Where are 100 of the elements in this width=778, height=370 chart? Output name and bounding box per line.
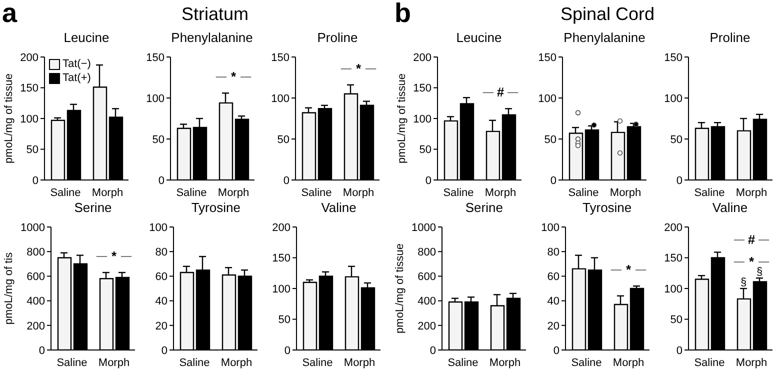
annotation: *	[626, 262, 632, 278]
y-tick-label: 0	[676, 344, 682, 357]
y-tick-label: 80	[546, 246, 560, 259]
x-tick-label: Saline	[442, 186, 474, 199]
x-tick-label: Morph	[217, 186, 249, 199]
y-tick-label: 0	[32, 174, 38, 187]
chart-title: Phenylalanine	[564, 30, 646, 47]
y-axis-title: pmoL/mg of tis	[3, 252, 15, 325]
y-tick-label: 50	[277, 134, 290, 146]
y-tick-label: 100	[412, 113, 431, 126]
y-tick-label: 100	[20, 113, 38, 126]
y-tick-label: 80	[156, 246, 168, 259]
annotation: #	[747, 232, 756, 248]
text: Striatum	[180, 4, 250, 25]
y-tick-label: 0	[430, 344, 436, 357]
y-tick-label: 150	[271, 52, 290, 64]
y-tick-label: 0	[550, 174, 556, 187]
y-tick-label: 100	[271, 92, 290, 105]
y-tick-label: 40	[546, 296, 560, 308]
y-tick-label: 20	[546, 320, 560, 332]
y-tick-label: 50	[418, 144, 431, 156]
y-tick-label: 100	[150, 222, 168, 234]
x-tick-label: Saline	[301, 186, 332, 199]
y-tick-label: 50	[26, 144, 38, 156]
y-tick-label: 200	[412, 52, 431, 64]
x-tick-label: Morph	[610, 186, 642, 199]
y-tick-label: 100	[664, 92, 682, 105]
x-tick-label: Morph	[735, 356, 767, 369]
chart-title: Phenylalanine	[171, 30, 253, 47]
y-tick-label: 400	[418, 296, 436, 308]
y-tick-label: 100	[538, 92, 556, 105]
y-tick-label: 150	[272, 252, 291, 265]
y-tick-label: 50	[670, 314, 682, 326]
x-tick-label: Morph	[221, 356, 252, 369]
y-axis-title: pmoL/mg of tissue	[3, 74, 15, 164]
y-tick-label: 100	[146, 92, 164, 105]
x-tick-label: Saline	[448, 356, 478, 369]
y-tick-label: 0	[38, 344, 45, 357]
chart-title: Proline	[710, 30, 750, 47]
chart-title: Tyrosine	[582, 200, 632, 217]
y-tick-label: 150	[538, 52, 556, 64]
chart-title: Tyrosine	[191, 200, 240, 217]
y-tick-label: 100	[272, 283, 291, 296]
x-tick-label: Saline	[570, 356, 602, 369]
x-tick-label: Morph	[342, 186, 374, 199]
y-tick-label: 200	[20, 52, 38, 64]
y-axis-title: pmoL/mg of tissue	[394, 244, 406, 334]
chart-title: Serine	[74, 200, 112, 217]
x-tick-label: Saline	[50, 186, 81, 199]
chart-title: Leucine	[64, 30, 110, 47]
y-tick-label: 800	[418, 246, 436, 259]
y-tick-label: 200	[26, 320, 45, 332]
y-tick-label: 150	[412, 82, 431, 95]
y-tick-label: 800	[26, 246, 45, 259]
annotation: *	[748, 254, 754, 270]
legend-label: Tat(+)	[62, 71, 91, 85]
x-tick-label: Saline	[180, 356, 210, 369]
y-tick-label: 0	[158, 174, 164, 187]
y-tick-label: 150	[20, 82, 38, 95]
text: b	[394, 0, 411, 29]
y-tick-label: 0	[283, 174, 290, 187]
annotation: #	[496, 84, 504, 100]
annotation: §	[740, 276, 746, 288]
x-tick-label: Morph	[490, 356, 521, 369]
annotation: *	[356, 60, 362, 76]
annotation: §	[756, 266, 762, 278]
y-tick-label: 150	[146, 52, 164, 64]
x-tick-label: Saline	[694, 186, 724, 199]
x-tick-label: Morph	[92, 186, 124, 199]
y-tick-label: 60	[156, 271, 168, 284]
y-tick-label: 50	[670, 134, 682, 146]
y-tick-label: 400	[26, 296, 45, 308]
y-axis-title: pmoL/mg of tissue	[396, 74, 408, 164]
y-tick-label: 1000	[412, 222, 436, 234]
y-tick-label: 600	[418, 271, 436, 284]
chart-title: Proline	[317, 30, 358, 47]
y-tick-label: 200	[418, 320, 436, 332]
y-tick-label: 0	[552, 344, 560, 357]
y-tick-label: 150	[664, 252, 682, 265]
x-tick-label: Saline	[176, 186, 206, 199]
x-tick-label: Morph	[735, 186, 767, 199]
chart-title: Leucine	[456, 30, 502, 47]
y-tick-label: 0	[162, 344, 168, 357]
chart-title: Serine	[465, 200, 503, 217]
y-tick-label: 100	[664, 283, 682, 296]
y-tick-label: 1000	[20, 222, 45, 234]
y-tick-label: 40	[156, 296, 168, 308]
y-tick-label: 50	[544, 134, 556, 146]
y-tick-label: 0	[424, 174, 431, 187]
x-tick-label: Saline	[568, 186, 599, 199]
text: a	[2, 0, 18, 29]
legend-label: Tat(−)	[62, 57, 91, 71]
y-tick-label: 150	[664, 52, 682, 64]
x-tick-label: Morph	[344, 356, 376, 369]
chart-title: Valine	[321, 200, 356, 217]
x-tick-label: Saline	[302, 356, 334, 369]
x-tick-label: Morph	[98, 356, 130, 369]
y-tick-label: 0	[676, 174, 682, 187]
y-tick-label: 600	[26, 271, 45, 284]
y-tick-label: 0	[284, 344, 291, 357]
